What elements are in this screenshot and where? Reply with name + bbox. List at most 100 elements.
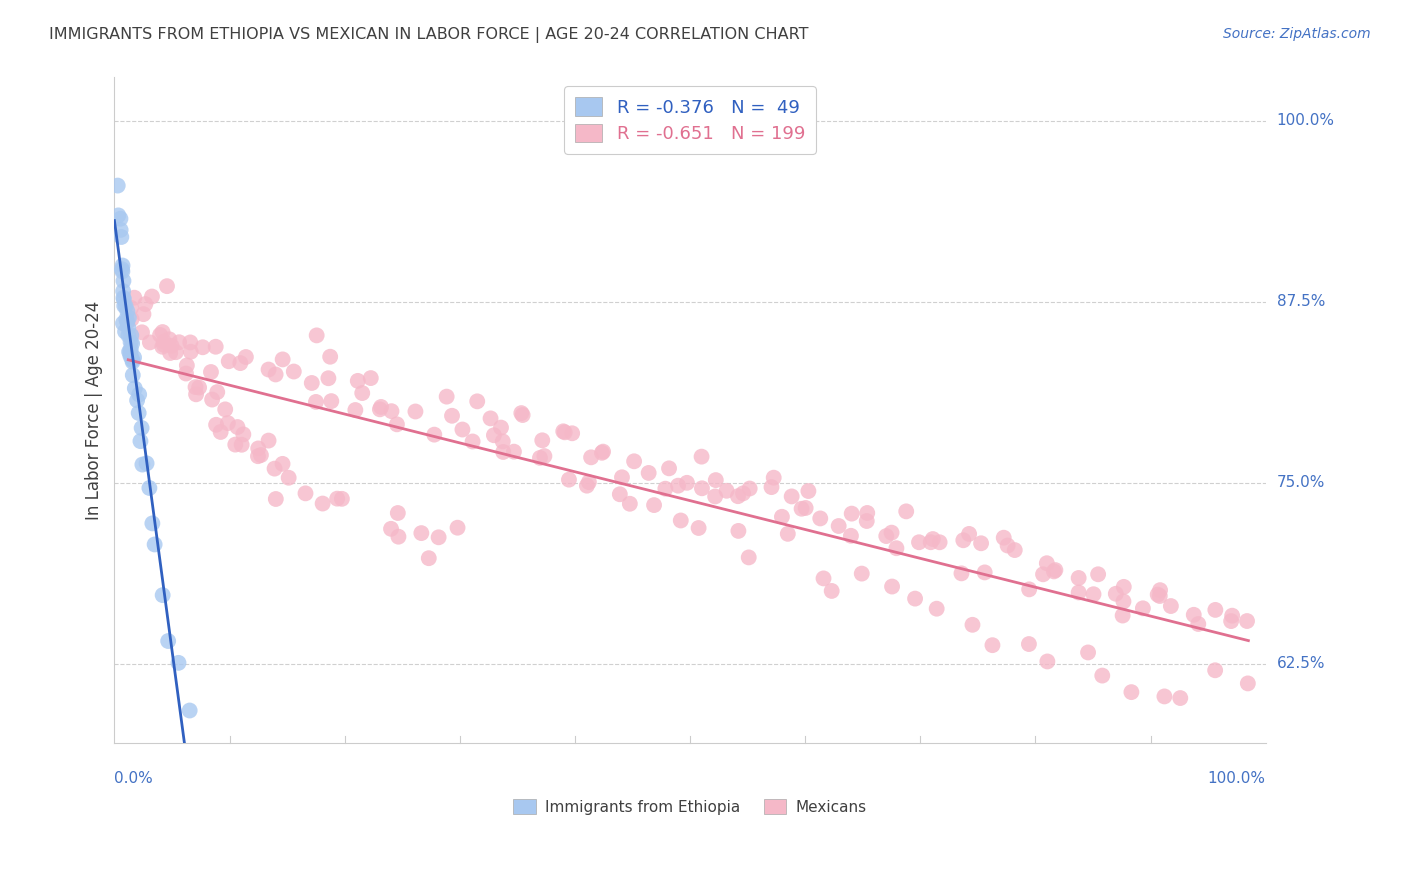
Point xyxy=(115,315,138,329)
Point xyxy=(150,340,173,354)
Point xyxy=(446,521,468,535)
Point xyxy=(928,535,950,549)
Point xyxy=(157,332,180,346)
Point xyxy=(124,291,146,305)
Point xyxy=(132,307,155,321)
Point xyxy=(121,368,143,383)
Point xyxy=(143,537,166,551)
Point xyxy=(1091,668,1114,682)
Text: 0.0%: 0.0% xyxy=(114,772,153,786)
Point xyxy=(797,483,820,498)
Point xyxy=(669,514,692,528)
Point xyxy=(184,387,207,401)
Point xyxy=(360,371,382,385)
Point xyxy=(179,704,201,718)
Point xyxy=(321,394,343,409)
Point xyxy=(1043,565,1066,579)
Text: 100.0%: 100.0% xyxy=(1277,113,1334,128)
Point xyxy=(127,393,149,408)
Point xyxy=(1112,580,1135,594)
Point xyxy=(1111,608,1133,623)
Point xyxy=(465,394,488,409)
Point xyxy=(997,539,1019,553)
Point xyxy=(623,454,645,468)
Point xyxy=(112,299,135,313)
Point xyxy=(120,347,142,361)
Point xyxy=(117,320,139,334)
Point xyxy=(128,387,150,401)
Point xyxy=(305,328,328,343)
Point xyxy=(1083,587,1105,601)
Point xyxy=(283,365,305,379)
Point xyxy=(319,350,342,364)
Point xyxy=(579,450,602,465)
Point xyxy=(120,328,142,343)
Point xyxy=(134,297,156,311)
Point xyxy=(138,481,160,495)
Point xyxy=(1160,599,1182,613)
Point xyxy=(738,482,761,496)
Point xyxy=(592,444,614,458)
Point xyxy=(676,475,699,490)
Point xyxy=(731,486,754,500)
Point xyxy=(1004,543,1026,558)
Point xyxy=(121,336,143,351)
Point xyxy=(790,501,813,516)
Point xyxy=(690,481,713,495)
Point xyxy=(970,536,993,550)
Point xyxy=(808,511,831,525)
Point xyxy=(120,344,142,359)
Point xyxy=(184,380,207,394)
Point xyxy=(167,656,190,670)
Point xyxy=(827,519,849,533)
Point xyxy=(1220,608,1243,623)
Point xyxy=(423,427,446,442)
Point xyxy=(180,344,202,359)
Point xyxy=(654,482,676,496)
Point xyxy=(973,566,995,580)
Point xyxy=(200,365,222,379)
Point xyxy=(111,316,134,330)
Point xyxy=(111,264,134,278)
Point xyxy=(232,427,254,442)
Point xyxy=(271,457,294,471)
Point xyxy=(129,434,152,449)
Point xyxy=(311,497,333,511)
Point xyxy=(188,380,211,394)
Point xyxy=(1237,676,1260,690)
Point xyxy=(1045,563,1067,577)
Point xyxy=(107,178,129,193)
Text: 100.0%: 100.0% xyxy=(1208,772,1265,786)
Point xyxy=(385,417,408,432)
Point xyxy=(704,490,727,504)
Point xyxy=(305,395,328,409)
Point xyxy=(152,325,174,339)
Point xyxy=(209,425,232,439)
Y-axis label: In Labor Force | Age 20-24: In Labor Force | Age 20-24 xyxy=(86,301,103,520)
Point xyxy=(294,486,316,500)
Point xyxy=(387,530,409,544)
Point xyxy=(111,259,134,273)
Point xyxy=(121,355,143,369)
Point xyxy=(205,417,228,432)
Text: 62.5%: 62.5% xyxy=(1277,657,1326,672)
Point xyxy=(794,500,817,515)
Point xyxy=(637,466,659,480)
Point xyxy=(896,504,918,518)
Point xyxy=(346,374,368,388)
Point xyxy=(1105,587,1128,601)
Point xyxy=(575,478,598,492)
Point xyxy=(554,425,576,440)
Point xyxy=(957,527,980,541)
Point xyxy=(117,304,139,318)
Point xyxy=(112,284,135,298)
Point xyxy=(226,420,249,434)
Point xyxy=(114,299,136,313)
Point xyxy=(217,416,239,430)
Point xyxy=(257,434,280,448)
Point xyxy=(510,406,533,420)
Point xyxy=(1204,663,1226,677)
Point xyxy=(179,335,201,350)
Text: IMMIGRANTS FROM ETHIOPIA VS MEXICAN IN LABOR FORCE | AGE 20-24 CORRELATION CHART: IMMIGRANTS FROM ETHIOPIA VS MEXICAN IN L… xyxy=(49,27,808,43)
Point xyxy=(214,402,236,417)
